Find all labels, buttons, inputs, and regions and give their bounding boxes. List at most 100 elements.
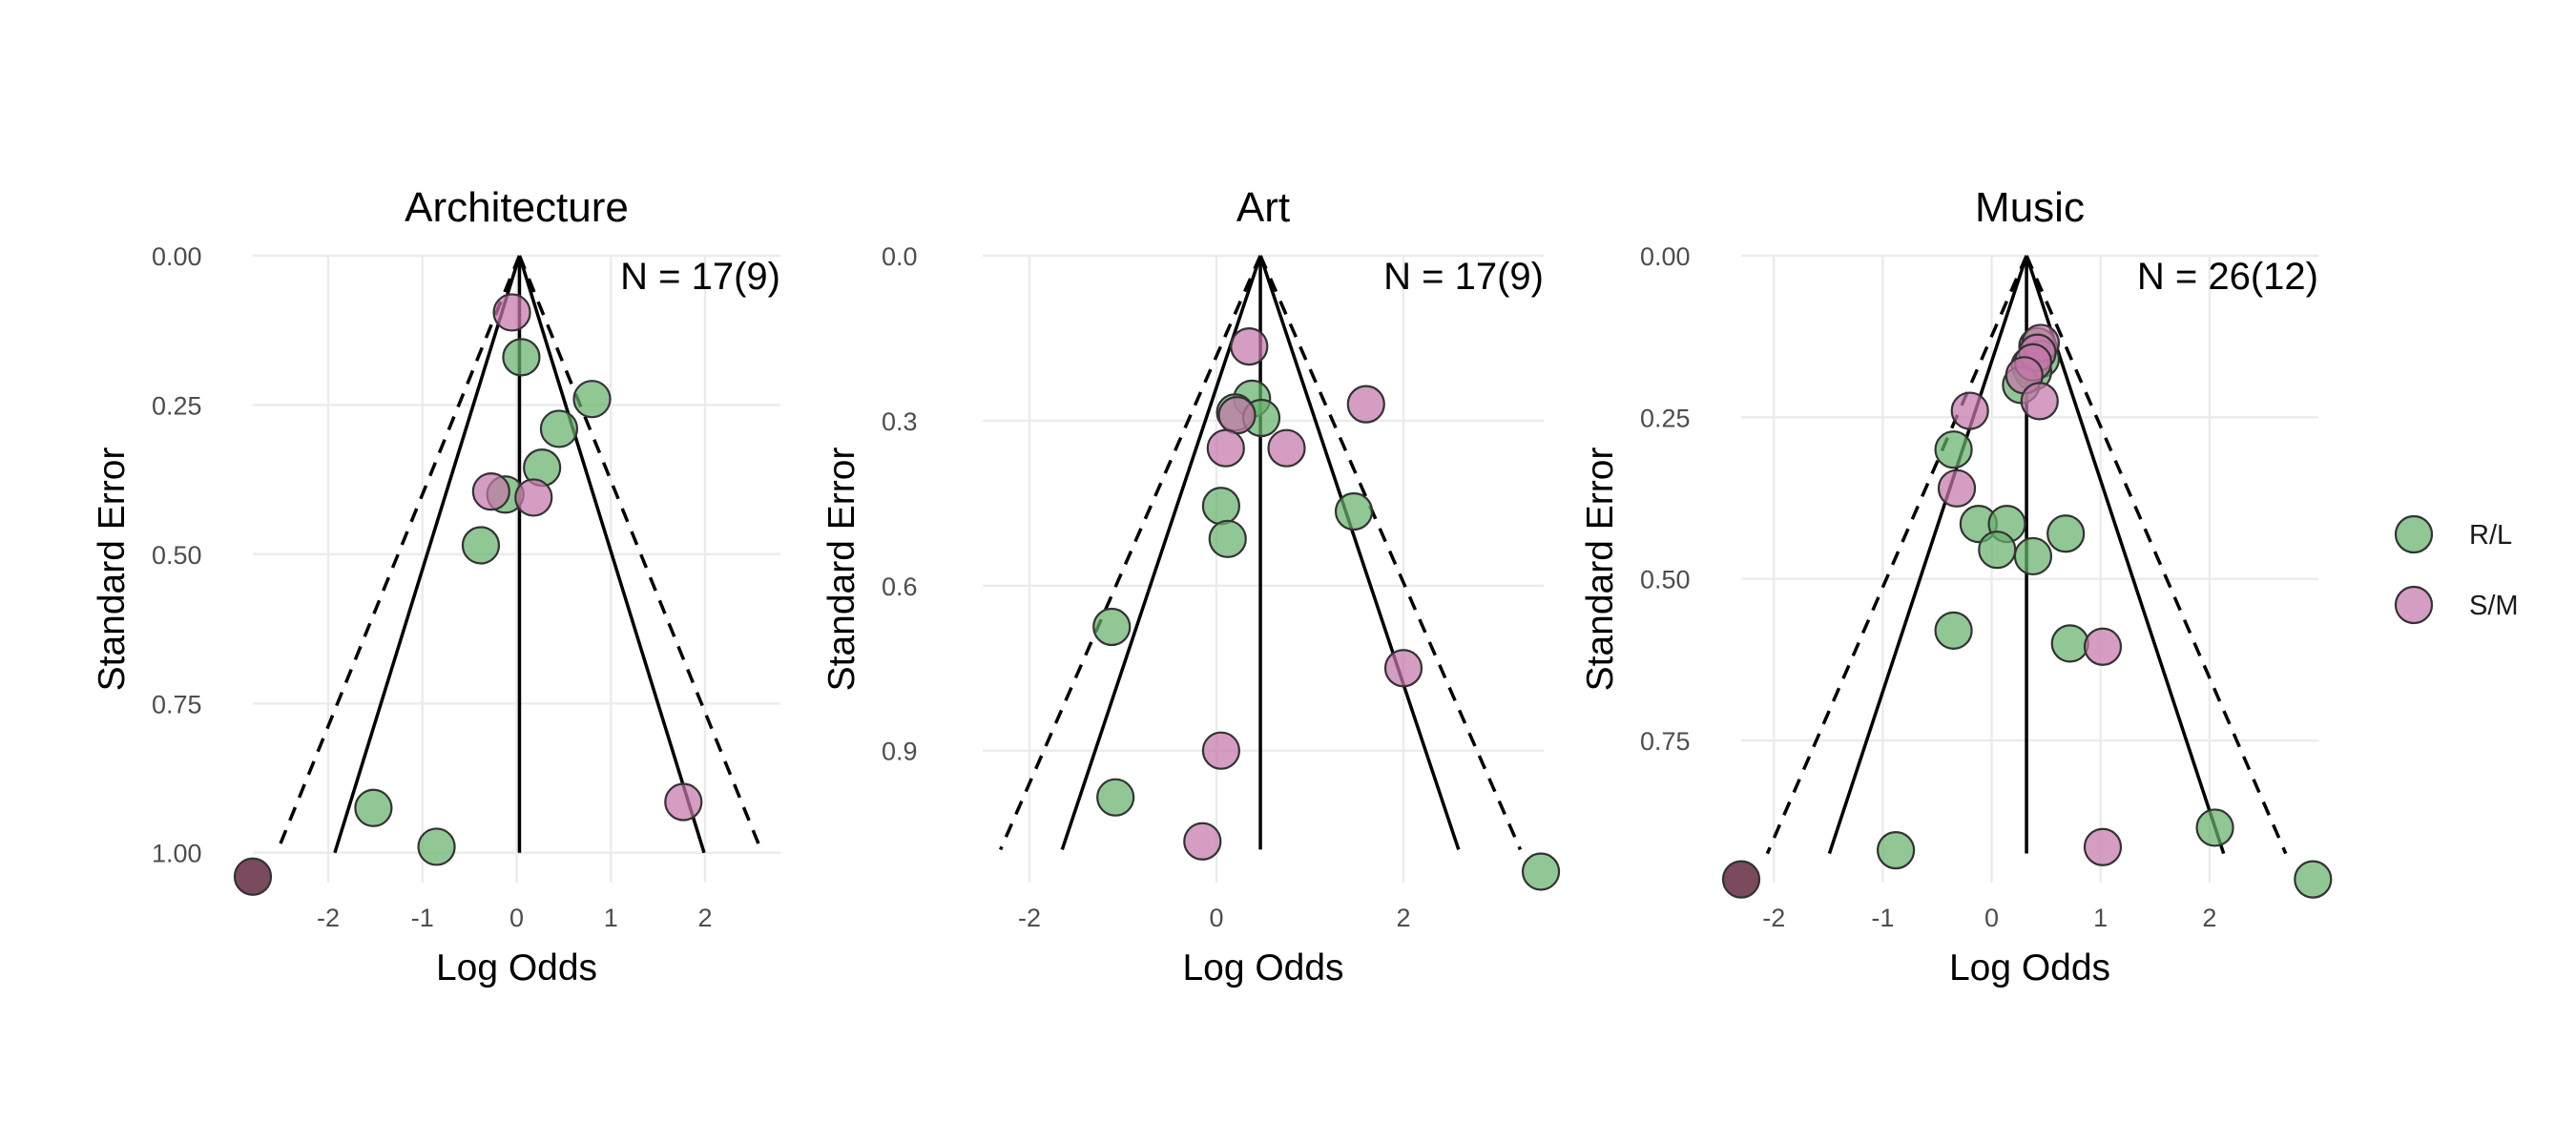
y-tick-label: 0.25 [1640,404,1691,432]
x-tick-label: -1 [411,904,434,932]
funnel-95-left [1060,255,1262,850]
y-tick-label: 0.50 [1640,566,1691,594]
funnel-95-left [1827,255,2028,855]
series-s-m [471,293,703,822]
x-tick-label: 1 [2093,904,2108,932]
data-point [1208,519,1247,558]
data-point [2083,627,2123,666]
funnel-99-right [517,255,764,854]
series-extra [1721,860,1761,899]
data-point [1092,607,1132,647]
data-point [1217,396,1257,435]
data-point [1206,428,1245,468]
n-label: N = 26(12) [2137,256,2318,298]
data-point [354,788,393,827]
y-tick-label: 0.50 [152,541,202,570]
x-tick-label: -2 [317,904,340,932]
funnel-99-left [999,255,1262,851]
data-point [1934,611,1973,650]
funnel-95-right [517,255,706,854]
data-point [2013,536,2053,576]
y-tick-label: 0.75 [1640,727,1691,756]
x-tick-label: 0 [1209,904,1223,932]
data-point [1721,860,1761,899]
x-tick-label: -2 [1018,904,1041,932]
y-tick-label: 0.00 [1640,242,1691,271]
data-point [1383,649,1423,688]
data-point [1346,385,1385,424]
data-point [502,338,541,377]
legend-label: S/M [2469,591,2519,621]
x-tick-label: 1 [604,904,618,932]
x-axis-title: Log Odds [436,947,597,989]
data-point [1937,468,1977,508]
panel-title: Music [1975,184,2085,231]
n-label: N = 17(9) [620,256,780,298]
legend-label: R/L [2469,520,2512,551]
x-tick-label: 2 [2202,904,2216,932]
x-tick-label: 0 [1984,904,1999,932]
funnel-95-right [1258,255,1461,850]
y-axis-title: Standard Error [1580,448,1621,692]
data-point [2020,382,2059,421]
data-point [539,409,579,448]
y-tick-label: 0.6 [882,572,918,601]
funnel-99-left [1765,255,2028,855]
series-extra [233,857,273,896]
y-axis-title: Standard Error [821,448,862,692]
data-point [1230,326,1269,366]
data-point [664,782,703,822]
x-tick-label: 2 [697,904,712,932]
funnel-99-left [275,255,522,854]
data-point [2083,827,2123,866]
x-axis-title: Log Odds [1182,947,1343,989]
y-tick-label: 0.0 [882,242,918,271]
y-tick-label: 0.3 [882,407,918,436]
data-point [492,293,531,332]
data-point [417,827,456,866]
series-s-m [1183,326,1423,861]
series-s-m [1937,323,2123,866]
data-point [572,380,612,419]
panel-title: Art [1236,184,1290,231]
x-tick-label: -2 [1762,904,1785,932]
data-point [1876,831,1916,870]
legend: R/L S/M [2394,514,2519,625]
data-point [1978,531,2017,570]
data-point [1201,487,1241,526]
data-point [2046,514,2086,553]
legend-key [2394,514,2434,554]
x-tick-label: -1 [1871,904,1894,932]
data-point [233,857,273,896]
data-point [1950,391,1989,430]
y-tick-label: 0.25 [152,391,202,420]
legend-key [2394,585,2434,625]
data-point [1934,430,1973,469]
y-tick-label: 0.00 [152,242,202,271]
data-point [2294,860,2333,899]
x-tick-label: 0 [509,904,524,932]
funnel-95-left [333,255,522,854]
data-point [1096,778,1135,817]
y-axis-title: Standard Error [92,448,133,692]
data-point [461,526,501,565]
data-point [1183,822,1222,861]
panel-architecture: -2 -1 0 1 2 0.00 0.25 0.50 0.75 1.00 Log Odds Stand… [92,184,780,989]
data-point [1334,491,1374,531]
panel-music: -2 -1 0 1 2 0.00 0.25 0.50 0.75 Log Odds Standard … [1580,184,2333,989]
funnel-99-right [1258,255,1523,851]
x-axis-title: Log Odds [1949,947,2110,989]
panel-art: -2 0 2 0.0 0.3 0.6 0.9 Log Odds Standard Error Ar… [821,184,1561,989]
data-point [2050,624,2089,663]
x-tick-label: 2 [1396,904,1410,932]
y-tick-label: 1.00 [152,840,202,868]
n-label: N = 17(9) [1383,256,1544,298]
y-tick-label: 0.75 [152,690,202,718]
series-r-l [1876,326,2333,899]
data-point [514,478,553,517]
funnel-99-right [2025,255,2288,855]
data-point [1267,428,1306,468]
data-point [471,472,510,511]
data-point [1521,852,1561,891]
